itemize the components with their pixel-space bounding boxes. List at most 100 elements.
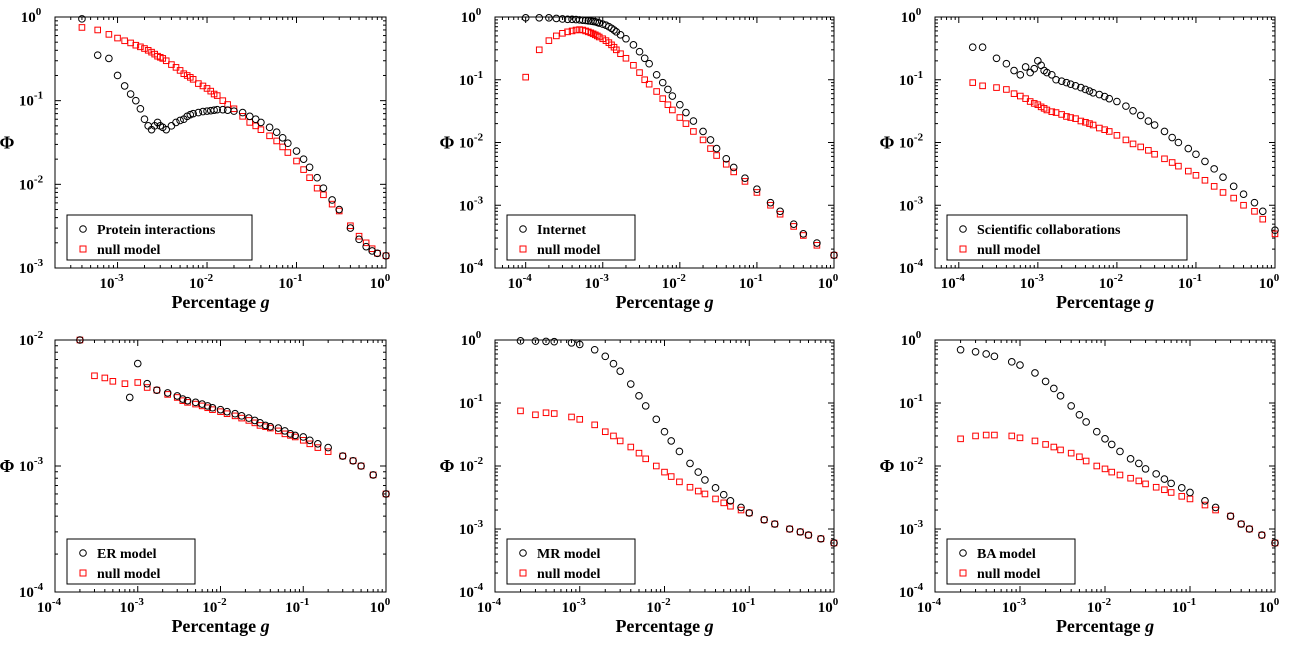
data-point-circle [349,456,357,465]
data-point-square [545,37,553,44]
plot-frame [54,16,387,269]
data-point-square [1105,128,1113,135]
legend: Internet null model [506,214,636,261]
data-point-circle [737,503,745,512]
x-tick-label: 10-3 [120,596,145,616]
data-point-circle [203,402,212,410]
data-point-circle [622,34,630,43]
data-point-square [252,122,260,130]
data-point-square [753,189,761,196]
data-point-circle [218,105,227,114]
data-point-circle [578,16,587,24]
x-tick-label: 10-4 [508,272,533,292]
legend-box [506,538,636,585]
data-point-circle [120,82,129,90]
data-point-circle [93,51,102,59]
data-point-circle [163,389,172,397]
data-point-circle [1034,57,1042,65]
data-point-square [727,502,734,510]
data-point-circle [306,436,314,445]
data-point-square [969,79,977,86]
data-point-square [664,101,672,109]
data-point-square [176,67,184,74]
data-point-circle [766,198,775,207]
y-tick-label: 10-4 [19,581,44,601]
data-point-square [712,495,719,503]
y-axis-label: Φ [440,456,455,476]
data-point-circle [1150,121,1159,129]
y-tick-label: 10-3 [19,257,44,277]
data-point-square [767,201,774,209]
data-point-circle [1271,226,1279,235]
data-point-circle [1026,68,1034,77]
data-point-square [1067,114,1074,121]
data-point-circle [291,431,300,440]
data-point-circle [176,116,184,125]
x-tick-label: 10-4 [477,596,502,616]
data-point-circle [265,123,274,132]
legend-label: BA model [977,547,1036,562]
data-point-circle [590,345,599,354]
data-point-circle [699,127,707,136]
data-point-circle [172,118,180,127]
data-point-square [141,45,148,52]
data-point-circle [230,107,238,115]
y-axis-label: Φ [0,133,15,153]
data-point-square [1230,194,1237,202]
data-point-square [144,46,152,54]
x-tick-label: 10-2 [1087,596,1112,616]
data-point-circle [213,105,222,114]
data-point-square [1030,100,1038,107]
data-point-circle [238,108,247,117]
data-point-circle [804,531,813,539]
data-point-circle [1067,402,1075,410]
data-point-square [1175,162,1182,170]
y-tick-label: 10-4 [899,257,924,277]
y-tick-label: 10-3 [459,194,484,214]
data-point-square [1259,215,1267,223]
data-point-square [293,157,300,165]
data-point-circle [132,96,140,105]
data-point-circle [641,402,650,410]
x-tick-label: 100 [370,272,391,292]
legend-marker-square [959,245,967,253]
data-point-square [219,97,227,104]
data-point-square [1116,471,1124,479]
data-point-circle [753,185,761,194]
legend-box [506,214,636,261]
data-point-square [1057,446,1064,454]
data-point-square [105,31,113,38]
y-tick-label: 100 [901,6,922,26]
legend-box [946,538,1076,585]
data-point-square [153,386,161,394]
x-tick-label: 100 [818,272,839,292]
data-point-square [682,120,690,127]
data-point-circle [1192,150,1200,159]
data-point-square [132,41,140,49]
data-point-square [701,490,709,498]
data-point-circle [711,484,720,492]
data-point-circle [231,409,239,418]
data-point-circle [1056,392,1065,400]
data-point-circle [369,471,377,479]
data-point-square [805,531,812,539]
data-point-square [1186,495,1194,503]
data-point-square [676,478,683,486]
data-point-square [1258,531,1266,539]
y-tick-label: 10-1 [459,392,483,412]
data-point-square [246,119,254,126]
data-point-circle [535,14,544,22]
data-point-square [114,34,121,42]
data-point-circle [830,251,838,259]
x-tick-label: 10-3 [1020,272,1045,292]
data-point-square [1161,486,1168,494]
data-point-circle [616,367,624,375]
data-point-circle [382,251,390,260]
data-point-circle [1245,525,1254,533]
data-point-circle [1052,75,1060,84]
data-point-square [659,95,667,102]
data-point-circle [1160,127,1169,136]
data-point-square [306,440,314,448]
data-point-square [300,166,307,173]
data-point-circle [635,47,644,56]
